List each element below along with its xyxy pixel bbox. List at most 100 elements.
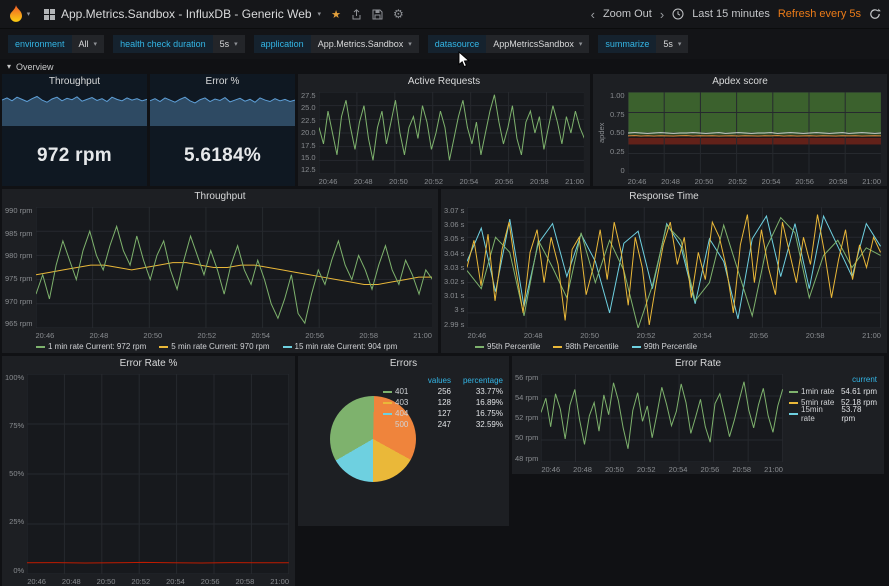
legend-col-header: values	[427, 376, 451, 385]
x-axis: 20:46 20:48 20:50 20:52 20:54 20:56 20:58 21:00	[27, 574, 289, 585]
legend-marker	[789, 412, 798, 415]
var-environment-label[interactable]: environment	[8, 35, 72, 53]
time-shift-back-icon[interactable]: ‹	[590, 6, 595, 22]
dashboard-actions: ★ ⚙	[331, 7, 404, 21]
legend-text: 15 min rate Current: 904 rpm	[294, 342, 398, 351]
axis-tick: 20:50	[580, 330, 599, 340]
axis-tick: 3.06 s	[444, 220, 465, 230]
grafana-logo-button[interactable]: ▾	[0, 0, 38, 28]
axis-tick: 20:48	[353, 176, 373, 186]
refresh-interval-button[interactable]: Refresh every 5s	[777, 8, 861, 20]
zoom-out-button[interactable]: Zoom Out	[602, 8, 652, 20]
plot-area[interactable]	[627, 92, 881, 174]
legend-item-15min-rate[interactable]: 15min rate 53.78 rpm	[789, 405, 877, 423]
errors-pie-body: values percentage 401 256 33.77% 403 128 16.…	[298, 372, 509, 526]
axis-tick: 2.99 s	[444, 319, 465, 329]
chevron-down-icon: ▾	[234, 40, 238, 48]
panel-throughput-singlestat: Throughput 972 rpm	[2, 74, 147, 186]
panel-title[interactable]: Error Rate	[674, 358, 722, 369]
panel-row-1: Throughput 972 rpm Error % 5.6184% Activ…	[2, 74, 887, 186]
template-variables-bar: environment All ▾ health check duration 5…	[0, 29, 889, 59]
axis-tick: 100%	[5, 373, 25, 382]
var-datasource: datasource AppMetricsSandbox ▾	[427, 35, 590, 53]
legend-item-5min-rate[interactable]: 5 min rate Current: 970 rpm	[159, 342, 270, 351]
axis-tick: 20:46	[318, 176, 338, 186]
axis-tick: 3.04 s	[444, 248, 465, 258]
legend-item-98th-percentile[interactable]: 98th Percentile	[553, 342, 619, 351]
panel-title[interactable]: Response Time	[629, 191, 699, 202]
legend-marker	[383, 390, 392, 393]
axis-tick: 20:48	[89, 330, 109, 340]
plot-area[interactable]	[541, 374, 783, 462]
panel-title[interactable]: Errors	[389, 358, 418, 369]
legend-marker	[475, 345, 484, 348]
plot-area[interactable]	[318, 92, 584, 174]
panel-row-2: Throughput 990 rpm 985 rpm 980 rpm 975 rpm 9…	[2, 189, 887, 353]
axis-tick: 20:58	[529, 176, 549, 186]
var-summarize-value[interactable]: 5s ▾	[656, 35, 689, 53]
chevron-down-icon: ▾	[408, 40, 412, 48]
axis-tick: 20:46	[627, 176, 647, 186]
y-axis-label: apdex	[597, 122, 606, 144]
settings-gear-icon[interactable]: ⚙	[392, 7, 404, 21]
series-percentage: 33.77%	[475, 387, 503, 396]
time-controls: ‹ Zoom Out › Last 15 minutes Refresh eve…	[591, 8, 881, 21]
panel-errors-pie: Errors values percentage 401 256 33.77% 40…	[298, 356, 509, 526]
legend-item-99th-percentile[interactable]: 99th Percentile	[631, 342, 697, 351]
legend-marker	[789, 401, 798, 404]
refresh-icon[interactable]	[869, 8, 881, 20]
y-axis: 100% 75% 50% 25% 0%	[5, 374, 24, 574]
plot-area[interactable]	[467, 207, 881, 328]
time-shift-forward-icon[interactable]: ›	[659, 6, 665, 22]
star-icon[interactable]: ★	[331, 8, 341, 21]
grafana-flame-icon	[9, 4, 22, 22]
plot-area[interactable]	[35, 207, 432, 328]
panel-title[interactable]: Active Requests	[407, 76, 481, 87]
panel-row-3: Error Rate % 100% 75% 50% 25% 0% 20:46 20:48 2…	[2, 356, 887, 586]
var-summarize-label[interactable]: summarize	[598, 35, 657, 53]
series-name: 1min rate	[801, 387, 835, 396]
panel-error-rate-pct: Error Rate % 100% 75% 50% 25% 0% 20:46 20:48 2…	[2, 356, 295, 586]
share-icon[interactable]	[351, 8, 362, 20]
chart-active-requests: 27.5 25.0 22.5 20.0 17.5 15.0 12.5 20:46 20:48 2…	[298, 90, 590, 186]
panel-title[interactable]: Throughput	[48, 76, 101, 87]
panel-title[interactable]: Throughput	[194, 191, 246, 202]
panel-error-pct-singlestat: Error % 5.6184%	[150, 74, 295, 186]
legend-item-15min-rate[interactable]: 15 min rate Current: 904 rpm	[282, 342, 398, 351]
var-datasource-value[interactable]: AppMetricsSandbox ▾	[486, 35, 590, 53]
legend-item-1min-rate[interactable]: 1min rate 54.61 rpm	[789, 386, 877, 397]
graph-legend: 95th Percentile 98th Percentile 99th Per…	[441, 340, 887, 353]
var-environment-value[interactable]: All ▾	[71, 35, 105, 53]
dashboard-picker[interactable]: App.Metrics.Sandbox - InfluxDB - Generic…	[38, 7, 331, 21]
axis-tick: 20:54	[761, 176, 781, 186]
y-axis: 56 rpm 54 rpm 52 rpm 50 rpm 48 rpm	[515, 374, 538, 462]
legend-item-1min-rate[interactable]: 1 min rate Current: 972 rpm	[36, 342, 146, 351]
plot-area[interactable]	[27, 374, 289, 574]
var-application-label[interactable]: application	[253, 35, 311, 53]
var-datasource-label[interactable]: datasource	[427, 35, 487, 53]
row-toggle-overview[interactable]: ▾ Overview	[0, 59, 889, 74]
var-health-check-duration-value[interactable]: 5s ▾	[212, 35, 245, 53]
legend-item-5min-rate[interactable]: 5min rate 52.18 rpm	[789, 397, 877, 408]
save-icon[interactable]	[372, 9, 383, 20]
panel-title[interactable]: Error %	[205, 76, 240, 87]
axis-tick: 3.07 s	[444, 206, 465, 215]
var-health-check-duration-label[interactable]: health check duration	[113, 35, 213, 53]
var-application-value[interactable]: App.Metrics.Sandbox ▾	[310, 35, 419, 53]
axis-tick: 3.03 s	[444, 262, 465, 272]
legend-item-95th-percentile[interactable]: 95th Percentile	[475, 342, 540, 351]
panel-title[interactable]: Apdex score	[712, 76, 768, 87]
axis-tick: 20:48	[61, 576, 81, 586]
singlestat-value: 972 rpm	[37, 145, 112, 166]
axis-tick: 20:56	[700, 464, 720, 474]
axis-tick: 21:00	[862, 176, 881, 186]
axis-tick: 970 rpm	[5, 296, 33, 306]
panel-title[interactable]: Error Rate %	[119, 358, 178, 369]
y-axis: 990 rpm 985 rpm 980 rpm 975 rpm 970 rpm 965 r…	[5, 207, 33, 328]
axis-tick: 52 rpm	[515, 413, 539, 423]
legend-text: 98th Percentile	[565, 342, 619, 351]
time-range-picker[interactable]: Last 15 minutes	[692, 8, 770, 20]
x-axis: 20:46 20:48 20:50 20:52 20:54 20:56 20:58 21:00	[36, 328, 432, 339]
axis-tick: 20:54	[693, 330, 712, 340]
legend-text: 5 min rate Current: 970 rpm	[171, 342, 270, 351]
